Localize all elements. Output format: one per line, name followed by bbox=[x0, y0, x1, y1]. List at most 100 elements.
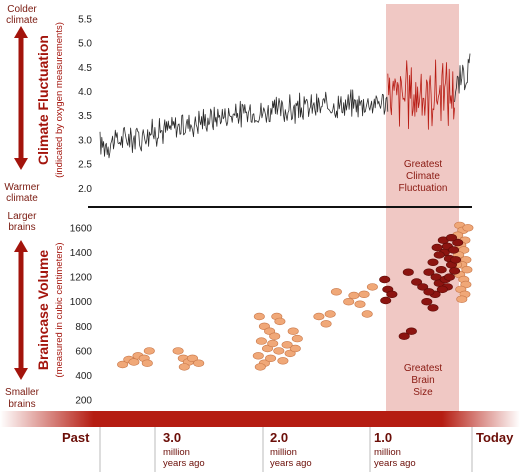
skull-point bbox=[449, 267, 461, 275]
brain-tick-label: 1600 bbox=[70, 223, 93, 234]
climate-series bbox=[99, 53, 471, 159]
skull-point bbox=[354, 300, 366, 308]
skull-point bbox=[427, 304, 439, 312]
past-label: Past bbox=[62, 430, 90, 445]
climate-series-line bbox=[454, 53, 471, 103]
skull-point bbox=[289, 344, 301, 353]
today-label: Today bbox=[476, 430, 514, 445]
skull-point bbox=[452, 238, 464, 247]
skull-point bbox=[343, 298, 355, 306]
skull-point bbox=[187, 354, 199, 362]
skull-point bbox=[291, 334, 303, 343]
skull-point bbox=[436, 285, 448, 294]
brain-band-text: Greatest Brain Size bbox=[404, 363, 443, 398]
brain-scatter bbox=[117, 221, 474, 371]
skull-point bbox=[402, 268, 414, 276]
skull-point bbox=[269, 332, 281, 340]
timeline-mark-value: 2.0 bbox=[270, 430, 288, 445]
skull-point bbox=[117, 360, 129, 369]
skull-point bbox=[405, 327, 417, 335]
skull-point bbox=[324, 310, 336, 318]
smaller-brains-label: Smaller brains bbox=[5, 387, 40, 410]
timeline-mark-unit: years ago bbox=[374, 458, 416, 469]
climate-band-text: Greatest Climate Fluctuation bbox=[399, 159, 448, 194]
climate-tick-label: 2.5 bbox=[78, 160, 92, 171]
skull-point bbox=[330, 288, 342, 296]
brain-tick-label: 400 bbox=[75, 371, 92, 382]
timeline-bar bbox=[0, 411, 520, 427]
skull-point bbox=[448, 246, 460, 254]
climate-tick-label: 2.0 bbox=[78, 184, 92, 195]
climate-y-axis: 2.0 2.5 3.0 3.5 4.0 4.5 5.0 5.5 bbox=[78, 14, 92, 194]
skull-point bbox=[358, 290, 370, 298]
skull-point bbox=[273, 347, 285, 355]
brain-tick-label: 600 bbox=[75, 346, 92, 357]
warmer-climate-label: Warmer climate bbox=[4, 182, 40, 204]
skull-point bbox=[267, 339, 279, 348]
skull-point bbox=[411, 278, 423, 286]
brain-subtitle: (measured in cubic centimeters) bbox=[54, 242, 65, 377]
skull-point bbox=[379, 275, 391, 284]
larger-brains-label: Larger brains bbox=[8, 211, 38, 233]
timeline-mark-unit: million bbox=[374, 447, 401, 458]
down-arrow-icon bbox=[14, 368, 28, 380]
skull-point bbox=[456, 295, 468, 303]
skull-point bbox=[274, 317, 286, 326]
colder-climate-label: Colder climate bbox=[6, 4, 38, 26]
skull-point bbox=[255, 337, 267, 345]
skull-point bbox=[143, 347, 155, 355]
brain-tick-label: 1200 bbox=[70, 273, 93, 284]
skull-point bbox=[431, 243, 443, 252]
skull-point bbox=[423, 288, 435, 296]
skull-point bbox=[193, 359, 205, 367]
climate-subtitle: (indicated by oxygen measurements) bbox=[54, 22, 65, 178]
skull-point bbox=[443, 273, 455, 281]
brain-title: Braincase Volume bbox=[35, 250, 51, 371]
skull-point bbox=[361, 310, 373, 318]
skull-point bbox=[461, 266, 473, 274]
skull-point bbox=[423, 268, 435, 276]
timeline-mark-value: 3.0 bbox=[163, 430, 181, 445]
timeline-mark-unit: years ago bbox=[163, 458, 205, 469]
climate-title: Climate Fluctuation bbox=[35, 35, 51, 165]
timeline-mark-unit: years ago bbox=[270, 458, 312, 469]
skull-point bbox=[254, 363, 266, 371]
skull-point bbox=[380, 296, 392, 305]
skull-point bbox=[386, 290, 398, 298]
skull-point bbox=[277, 357, 289, 365]
skull-point bbox=[450, 256, 462, 264]
skull-point bbox=[253, 312, 265, 321]
timeline-ticks bbox=[99, 427, 473, 472]
skull-point bbox=[445, 234, 457, 242]
skull-point bbox=[435, 266, 447, 274]
skull-point bbox=[178, 363, 190, 371]
climate-tick-label: 4.0 bbox=[78, 87, 92, 98]
timeline-mark-unit: million bbox=[163, 447, 190, 458]
brain-arrow bbox=[14, 240, 28, 380]
climate-arrow bbox=[14, 26, 28, 170]
climate-series-line bbox=[99, 89, 389, 159]
brain-y-axis: 200 400 600 800 1000 1200 1400 1600 bbox=[70, 223, 93, 406]
skull-point bbox=[366, 283, 378, 291]
skull-point bbox=[320, 320, 332, 328]
skull-point bbox=[462, 224, 474, 232]
skull-point bbox=[252, 352, 264, 360]
skull-point bbox=[417, 283, 429, 291]
skull-point bbox=[128, 358, 140, 366]
skull-point bbox=[430, 273, 442, 281]
skull-point bbox=[281, 341, 293, 349]
up-arrow-icon bbox=[14, 26, 28, 38]
skull-point bbox=[141, 359, 153, 367]
climate-tick-label: 5.5 bbox=[78, 14, 92, 25]
down-arrow-icon bbox=[14, 158, 28, 170]
skull-point bbox=[348, 291, 360, 300]
skull-point bbox=[433, 251, 445, 259]
climate-tick-label: 5.0 bbox=[78, 39, 92, 50]
climate-tick-label: 3.5 bbox=[78, 111, 92, 122]
skull-point bbox=[287, 327, 299, 335]
climate-tick-label: 4.5 bbox=[78, 63, 92, 74]
timeline-mark-value: 1.0 bbox=[374, 430, 392, 445]
skull-point bbox=[261, 344, 273, 353]
skull-point bbox=[265, 354, 277, 362]
